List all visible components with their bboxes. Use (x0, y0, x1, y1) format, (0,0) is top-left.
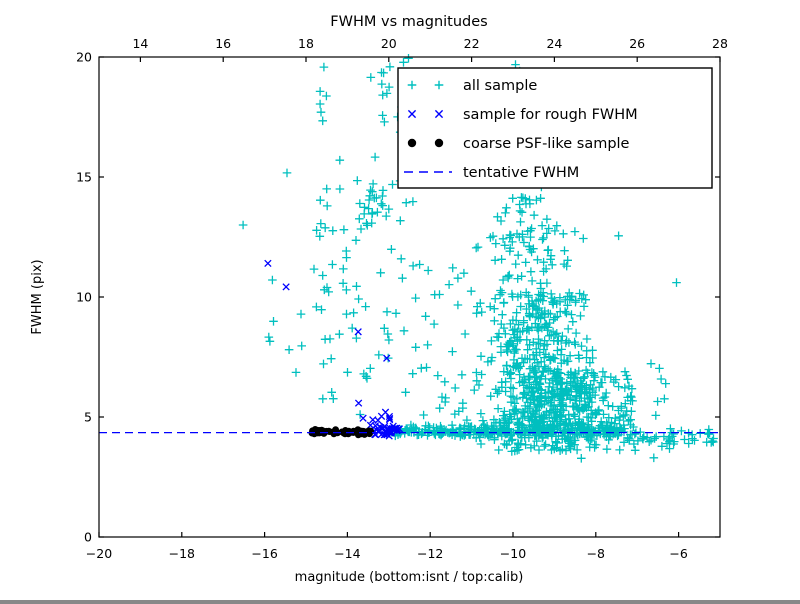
top-tick-label: 22 (464, 36, 480, 51)
x-tick-label: −16 (251, 546, 277, 561)
x-tick-label: −8 (587, 546, 605, 561)
legend-entry-coarse-PSF-like-sample: coarse PSF-like sample (407, 136, 630, 152)
x-tick-label: −10 (500, 546, 526, 561)
series-sample-for-rough-FWHM (264, 259, 404, 440)
x-tick-label: −20 (86, 546, 112, 561)
scatter-point (311, 429, 319, 436)
legend-dot-marker (434, 138, 444, 148)
x-tick-label: −12 (417, 546, 443, 561)
top-tick-label: 20 (381, 36, 397, 51)
legend-label: coarse PSF-like sample (463, 136, 630, 152)
x-tick-label: −14 (334, 546, 360, 561)
legend-label: all sample (463, 78, 537, 94)
legend-entry-tentative-FWHM: tentative FWHM (404, 165, 579, 181)
x-tick-label: −6 (669, 546, 687, 561)
scatter-point (352, 428, 360, 436)
top-tick-label: 14 (132, 36, 148, 51)
legend-label: tentative FWHM (463, 165, 579, 181)
top-tick-label: 24 (546, 36, 562, 51)
legend-plus-marker (434, 80, 444, 90)
series-all-sample (238, 54, 718, 463)
x-tick-label: −18 (169, 546, 195, 561)
scatter-point (360, 427, 367, 435)
scatter-points (238, 54, 718, 463)
top-tick-label: 16 (215, 36, 231, 51)
legend-box (397, 67, 713, 189)
legend-entry-all-sample: all sample (407, 78, 537, 94)
x-axis-label: magnitude (bottom:isnt / top:calib) (295, 570, 524, 585)
y-axis-label: FWHM (pix) (30, 259, 45, 334)
legend-x-marker (407, 109, 417, 119)
legend-label: sample for rough FWHM (463, 107, 638, 123)
legend-plus-marker (407, 80, 417, 90)
y-tick-label: 15 (76, 170, 92, 185)
y-tick-label: 0 (84, 530, 92, 545)
top-tick-label: 28 (712, 36, 728, 51)
axes-layer: −20 −18 −16 −14 −12 −10 −8 −6 14 16 18 20 22 24 26 28 0 5… (76, 36, 728, 561)
legend-x-marker (434, 109, 444, 119)
legend-dot-marker (407, 138, 417, 148)
chart-title: FWHM vs magnitudes (330, 14, 487, 30)
legend: all sample sample for rough FWHM coarse PS… (397, 67, 713, 189)
scatter-point (338, 428, 346, 436)
top-tick-label: 18 (298, 36, 314, 51)
scatter-points (264, 259, 404, 440)
top-tick-label: 26 (629, 36, 645, 51)
y-tick-label: 5 (84, 410, 92, 425)
y-tick-label: 10 (76, 290, 92, 305)
y-tick-label: 20 (76, 50, 92, 65)
legend-entry-sample-for-rough-FWHM: sample for rough FWHM (407, 107, 638, 123)
